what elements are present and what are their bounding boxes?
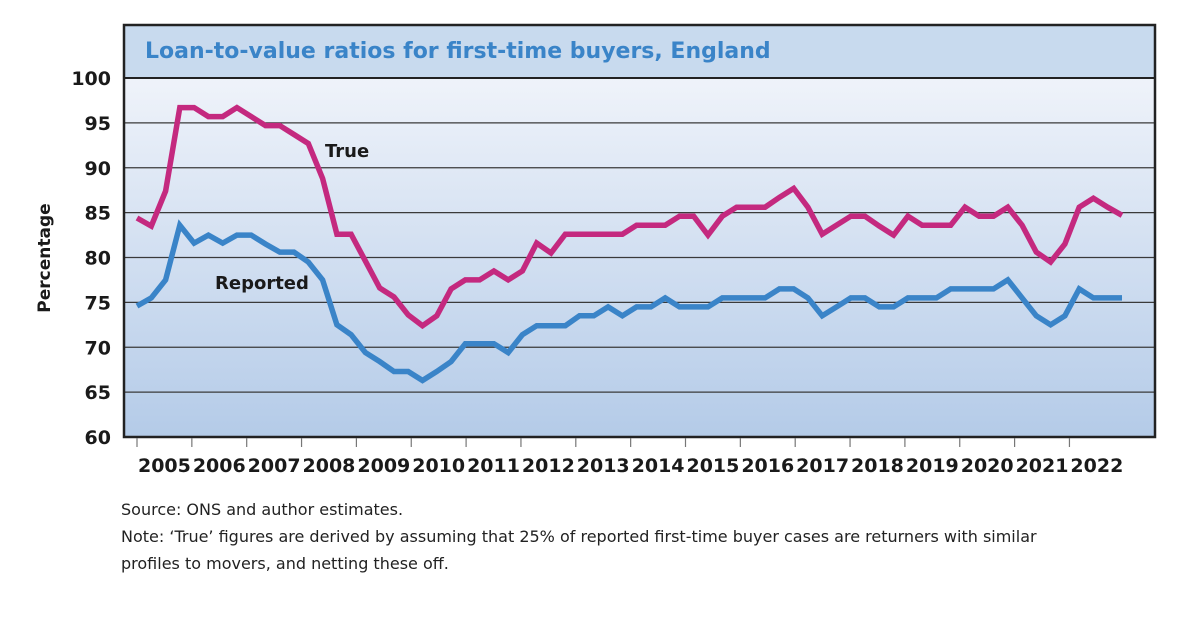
x-tick-label: 2017 bbox=[796, 455, 849, 477]
chart-notes: Source: ONS and author estimates. Note: … bbox=[121, 496, 1161, 577]
chart-frame bbox=[122, 23, 1157, 439]
series-line-true bbox=[135, 104, 1124, 330]
y-axis-title: Percentage bbox=[35, 203, 55, 312]
title-bar bbox=[124, 25, 1155, 78]
x-tick-label: 2019 bbox=[906, 455, 959, 477]
footnote-line-2: profiles to movers, and netting these of… bbox=[121, 554, 449, 573]
chart-title: Loan-to-value ratios for first-time buye… bbox=[145, 39, 771, 64]
series-label-true: True bbox=[325, 141, 369, 162]
x-axis: 2005 2006 2007 2008 2009 2010 2011 2012 2013 2014… bbox=[136, 438, 1123, 477]
y-axis: 60 65 70 75 80 85 90 95 100 bbox=[71, 68, 111, 449]
x-tick-label: 2009 bbox=[357, 455, 410, 477]
x-tick-label: 2010 bbox=[412, 455, 465, 477]
series-lines bbox=[135, 104, 1124, 384]
series-points-true bbox=[136, 107, 1123, 326]
x-tick-label: 2013 bbox=[577, 455, 630, 477]
series-line-reported bbox=[135, 219, 1122, 384]
x-tick-label: 2014 bbox=[632, 455, 685, 477]
y-tick-label: 95 bbox=[85, 113, 111, 135]
y-tick-label: 90 bbox=[85, 158, 111, 180]
x-tick-label: 2015 bbox=[686, 455, 739, 477]
series-label-reported: Reported bbox=[215, 273, 309, 294]
x-tick-label: 2005 bbox=[138, 455, 191, 477]
chart: Loan-to-value ratios for first-time buye… bbox=[35, 23, 1157, 477]
x-tick-label: 2008 bbox=[303, 455, 356, 477]
x-tick-label: 2020 bbox=[961, 455, 1014, 477]
y-tick-label: 80 bbox=[85, 248, 111, 270]
y-tick-label: 85 bbox=[85, 203, 111, 225]
series-points-reported bbox=[136, 225, 1123, 381]
footnote-line-1: Note: ‘True’ figures are derived by assu… bbox=[121, 527, 1037, 546]
x-tick-label: 2021 bbox=[1016, 455, 1069, 477]
y-tick-label: 70 bbox=[85, 337, 111, 359]
source-note: Source: ONS and author estimates. bbox=[121, 500, 404, 519]
y-tick-label: 100 bbox=[71, 68, 111, 90]
y-tick-label: 75 bbox=[85, 292, 111, 314]
y-tick-label: 65 bbox=[85, 382, 111, 404]
x-tick-label: 2011 bbox=[467, 455, 520, 477]
x-tick-label: 2022 bbox=[1070, 455, 1123, 477]
x-tick-label: 2012 bbox=[522, 455, 575, 477]
x-tick-label: 2016 bbox=[741, 455, 794, 477]
gridlines bbox=[124, 122, 1155, 393]
x-tick-label: 2006 bbox=[193, 455, 246, 477]
x-tick-label: 2007 bbox=[248, 455, 301, 477]
x-tick-label: 2018 bbox=[851, 455, 904, 477]
y-tick-label: 60 bbox=[85, 427, 111, 449]
